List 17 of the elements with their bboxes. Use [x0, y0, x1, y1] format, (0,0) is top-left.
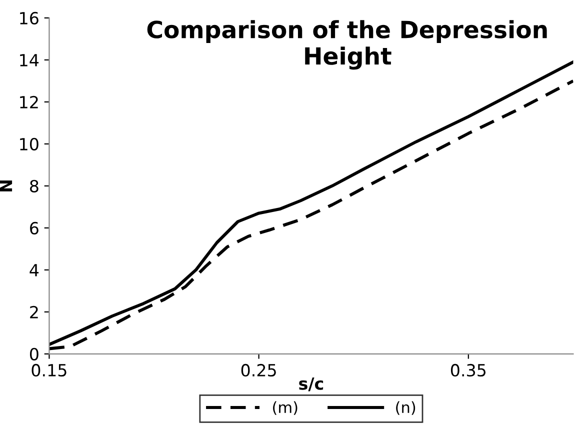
- text: Comparison of the Depression Height: [147, 20, 547, 70]
- y-tick-label: 14: [20, 54, 39, 66]
- legend-label: (m): [273, 401, 298, 415]
- x-axis-title: s/c: [299, 378, 324, 392]
- y-tick-label: 0: [30, 348, 38, 360]
- x-tick-label: 0.25: [241, 364, 276, 377]
- y-tick-label: 8: [30, 180, 38, 192]
- legend-label: (n): [396, 401, 416, 415]
- y-tick-label: 4: [30, 264, 39, 276]
- y-tick-label: 12: [20, 96, 38, 108]
- y-tick-label: 16: [20, 12, 38, 24]
- x-tick-label: 0.15: [32, 364, 66, 377]
- y-tick-label: 2: [30, 306, 38, 318]
- y-tick-label: 10: [20, 138, 38, 150]
- x-tick-label: 0.35: [450, 364, 486, 377]
- y-axis-title: N: [0, 180, 12, 192]
- y-tick-label: 6: [30, 222, 38, 234]
